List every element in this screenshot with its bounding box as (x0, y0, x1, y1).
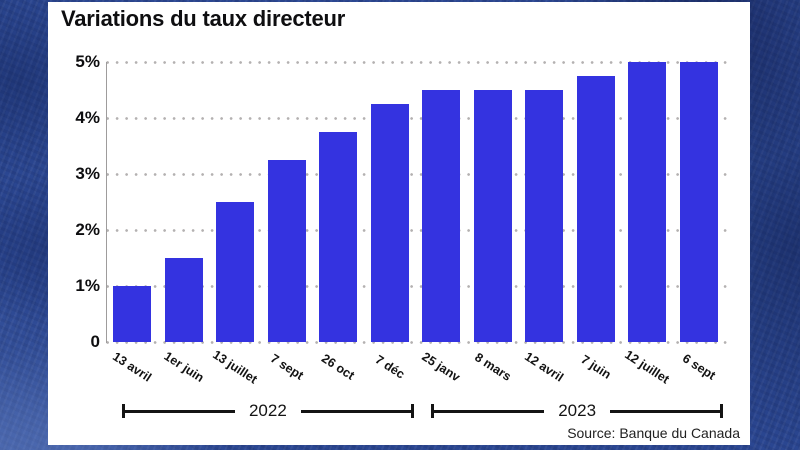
gridline-0 (106, 341, 727, 344)
y-axis-tick-label: 0 (90, 332, 100, 351)
y-axis-tick-label: 5% (75, 52, 100, 71)
bracket-cap (122, 404, 125, 418)
bar-7-déc (370, 104, 409, 342)
bracket-cap (431, 404, 435, 418)
y-axis-line (106, 62, 107, 343)
x-axis-label: 1er juin (161, 349, 206, 385)
y-axis-tick-label: 2% (75, 220, 100, 239)
gridline-2 (106, 229, 727, 232)
bracket-cap (410, 404, 414, 418)
bracket-bline (300, 409, 411, 413)
bar-1er-juin (164, 258, 203, 342)
plot-area (106, 61, 727, 344)
bar-6-sept (680, 62, 718, 342)
x-axis-label: 7 juin (578, 352, 614, 382)
x-axis-label: 25 janv (419, 349, 463, 385)
bar-8-mars (473, 90, 512, 342)
y-axis-tick-label: 3% (75, 164, 100, 183)
x-axis-label: 13 avril (110, 349, 154, 385)
bar-26-oct (319, 132, 358, 342)
source-caption: Source: Banque du Canada (567, 425, 740, 441)
bar-7-sept (267, 160, 306, 342)
chart-title: Variations du taux directeur (61, 6, 346, 31)
gridline-5 (106, 61, 727, 64)
bracket-bline (610, 409, 720, 413)
year-bracket-2023: 2023 (431, 401, 723, 420)
x-axis-label: 7 déc (372, 352, 407, 382)
bar-13-avril (113, 286, 151, 342)
bar-25-janv (422, 90, 461, 342)
y-axis-tick-label: 4% (75, 108, 100, 127)
bar-7-juin (576, 76, 615, 342)
x-axis-label: 26 oct (319, 351, 358, 383)
bracket-bline (434, 409, 545, 413)
x-axis-label: 6 sept (680, 351, 718, 383)
bar-12-juillet (628, 62, 667, 342)
x-axis-label: 8 mars (472, 350, 514, 384)
bar-13-juillet (216, 202, 255, 342)
x-axis-label: 13 juillet (210, 347, 260, 387)
gridline-1 (106, 285, 727, 288)
bar-12-avril (525, 90, 564, 342)
gridline-3 (106, 173, 727, 176)
bracket-cap (720, 404, 723, 418)
x-axis-label: 12 juillet (622, 347, 673, 387)
year-label: 2023 (558, 401, 597, 420)
y-axis-tick-label: 1% (75, 276, 100, 295)
gridline-4 (106, 117, 727, 120)
x-axis-label: 12 avril (522, 349, 567, 385)
year-label: 2022 (248, 401, 287, 420)
x-axis-label: 7 sept (267, 351, 306, 383)
chart-panel: Variations du taux directeur 5% 4% 3% 2% 1% 0… (48, 2, 750, 445)
bracket-bline (125, 409, 235, 413)
year-bracket-2022: 2022 (122, 401, 414, 420)
